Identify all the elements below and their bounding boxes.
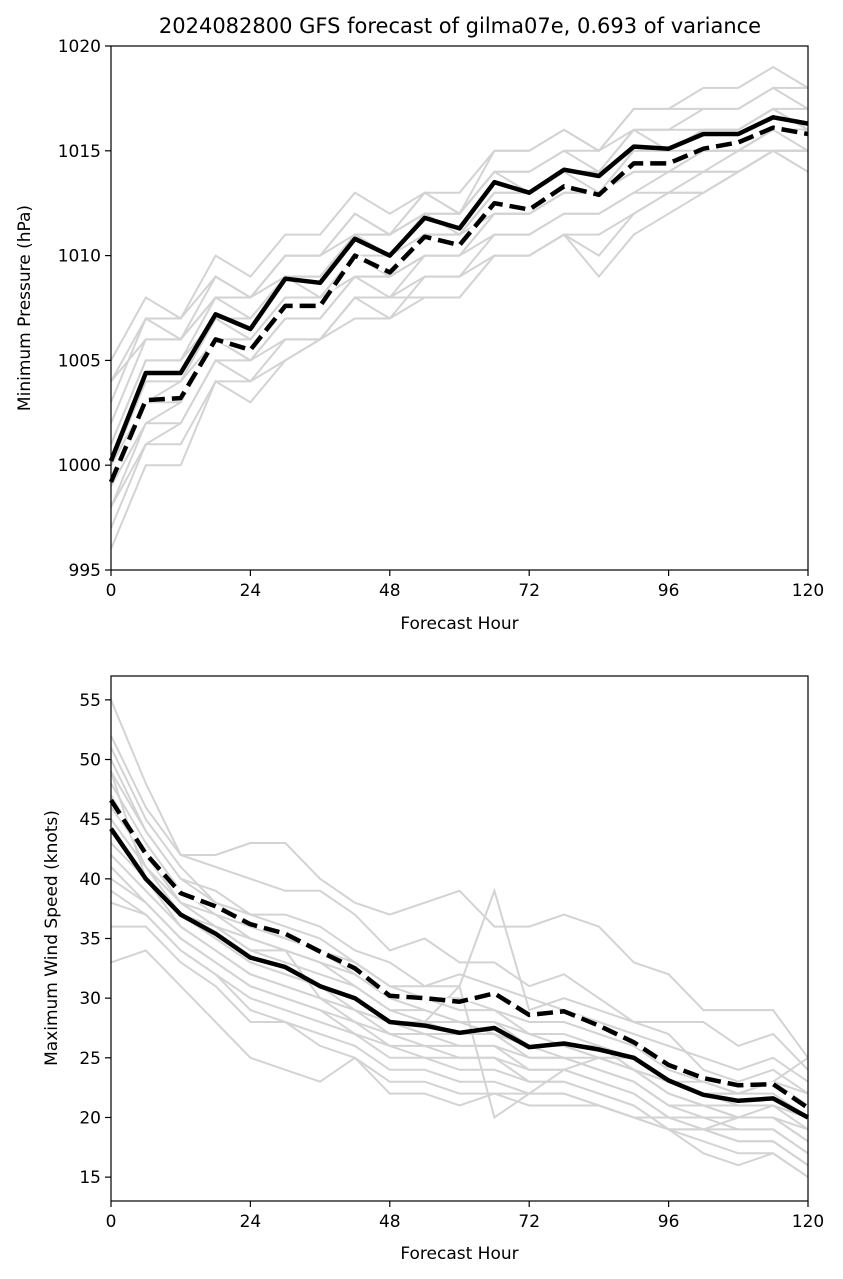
wind-member-line (110, 949, 809, 1131)
pressure-x-tick-label: 120 (792, 581, 824, 601)
wind-y-tick-label: 25 (79, 1049, 101, 1069)
pressure-y-tick-label: 1000 (58, 456, 101, 476)
wind-y-axis-label: Maximum Wind Speed (knots) (42, 810, 62, 1066)
pressure-member-line (110, 65, 809, 361)
wind-x-tick-label: 96 (658, 1212, 680, 1232)
wind-member-line (110, 747, 809, 1083)
pressure-member-line (110, 149, 809, 487)
pressure-x-tick-label: 0 (106, 581, 117, 601)
pressure-y-tick-label: 1015 (58, 142, 101, 162)
pressure-x-axis-label: Forecast Hour (400, 614, 518, 634)
wind-member-line (110, 699, 809, 1059)
pressure-member-line (110, 86, 809, 383)
pressure-solid-series-line (108, 115, 809, 462)
pressure-member-line (110, 149, 808, 508)
wind-x-axis-ticks: 0 24 48 72 96 120 (106, 1201, 824, 1232)
wind-y-tick-label: 50 (79, 751, 101, 771)
wind-mean-series (108, 798, 810, 1120)
wind-y-axis-ticks: 15 20 25 30 35 40 45 50 55 (79, 691, 111, 1188)
wind-y-tick-label: 45 (79, 810, 101, 830)
wind-x-tick-label: 48 (379, 1212, 401, 1232)
wind-x-tick-label: 0 (106, 1212, 117, 1232)
wind-member-line (110, 901, 809, 1178)
pressure-member-line (110, 149, 808, 508)
pressure-ensemble-members (110, 65, 809, 550)
pressure-plot-frame (110, 45, 809, 571)
wind-member-line (111, 925, 809, 1178)
pressure-panel: 2024082800 GFS forecast of gilma07e, 0.6… (15, 14, 824, 634)
pressure-x-tick-label: 48 (379, 581, 401, 601)
pressure-y-axis-label: Minimum Pressure (hPa) (15, 205, 35, 411)
pressure-y-tick-label: 1010 (58, 247, 101, 267)
pressure-x-tick-label: 72 (518, 581, 540, 601)
wind-member-line (110, 854, 809, 1155)
wind-x-tick-label: 120 (792, 1212, 824, 1232)
pressure-member-line (110, 149, 808, 550)
wind-dashed-series-halo (108, 798, 810, 1110)
wind-y-tick-label: 30 (79, 989, 101, 1009)
wind-ensemble-members (110, 699, 809, 1178)
pressure-dashed-series-halo (108, 125, 809, 483)
wind-y-tick-label: 15 (79, 1168, 101, 1188)
pressure-y-tick-label: 995 (69, 561, 101, 581)
pressure-mean-series (108, 115, 809, 483)
wind-member-line (110, 794, 809, 1095)
wind-panel: 0 24 48 72 96 120 15 20 25 30 35 40 45 50 55 Forecast… (42, 675, 824, 1264)
pressure-dashed-series-line (108, 125, 809, 483)
pressure-y-tick-label: 1020 (58, 37, 101, 57)
pressure-x-tick-label: 96 (658, 581, 680, 601)
wind-member-line (110, 771, 809, 1120)
chart-title: 2024082800 GFS forecast of gilma07e, 0.6… (159, 14, 761, 38)
pressure-x-tick-label: 24 (240, 581, 262, 601)
wind-x-tick-label: 24 (240, 1212, 262, 1232)
pressure-member-line (110, 128, 808, 445)
wind-x-tick-label: 72 (518, 1212, 540, 1232)
wind-dashed-series-line (109, 798, 810, 1110)
wind-solid-series-line (109, 827, 810, 1120)
wind-y-tick-label: 40 (79, 870, 101, 890)
wind-y-tick-label: 20 (79, 1108, 101, 1128)
wind-y-tick-label: 55 (79, 691, 101, 711)
wind-member-line (110, 735, 809, 1071)
wind-member-line (110, 889, 809, 1167)
pressure-y-tick-label: 1005 (58, 351, 101, 371)
pressure-x-axis-ticks: 0 24 48 72 96 120 (106, 570, 824, 601)
pressure-y-axis-ticks: 995 1000 1005 1010 1015 1020 (58, 37, 111, 581)
wind-y-tick-label: 35 (79, 930, 101, 950)
pressure-member-line (110, 107, 809, 424)
wind-x-axis-label: Forecast Hour (400, 1244, 518, 1264)
